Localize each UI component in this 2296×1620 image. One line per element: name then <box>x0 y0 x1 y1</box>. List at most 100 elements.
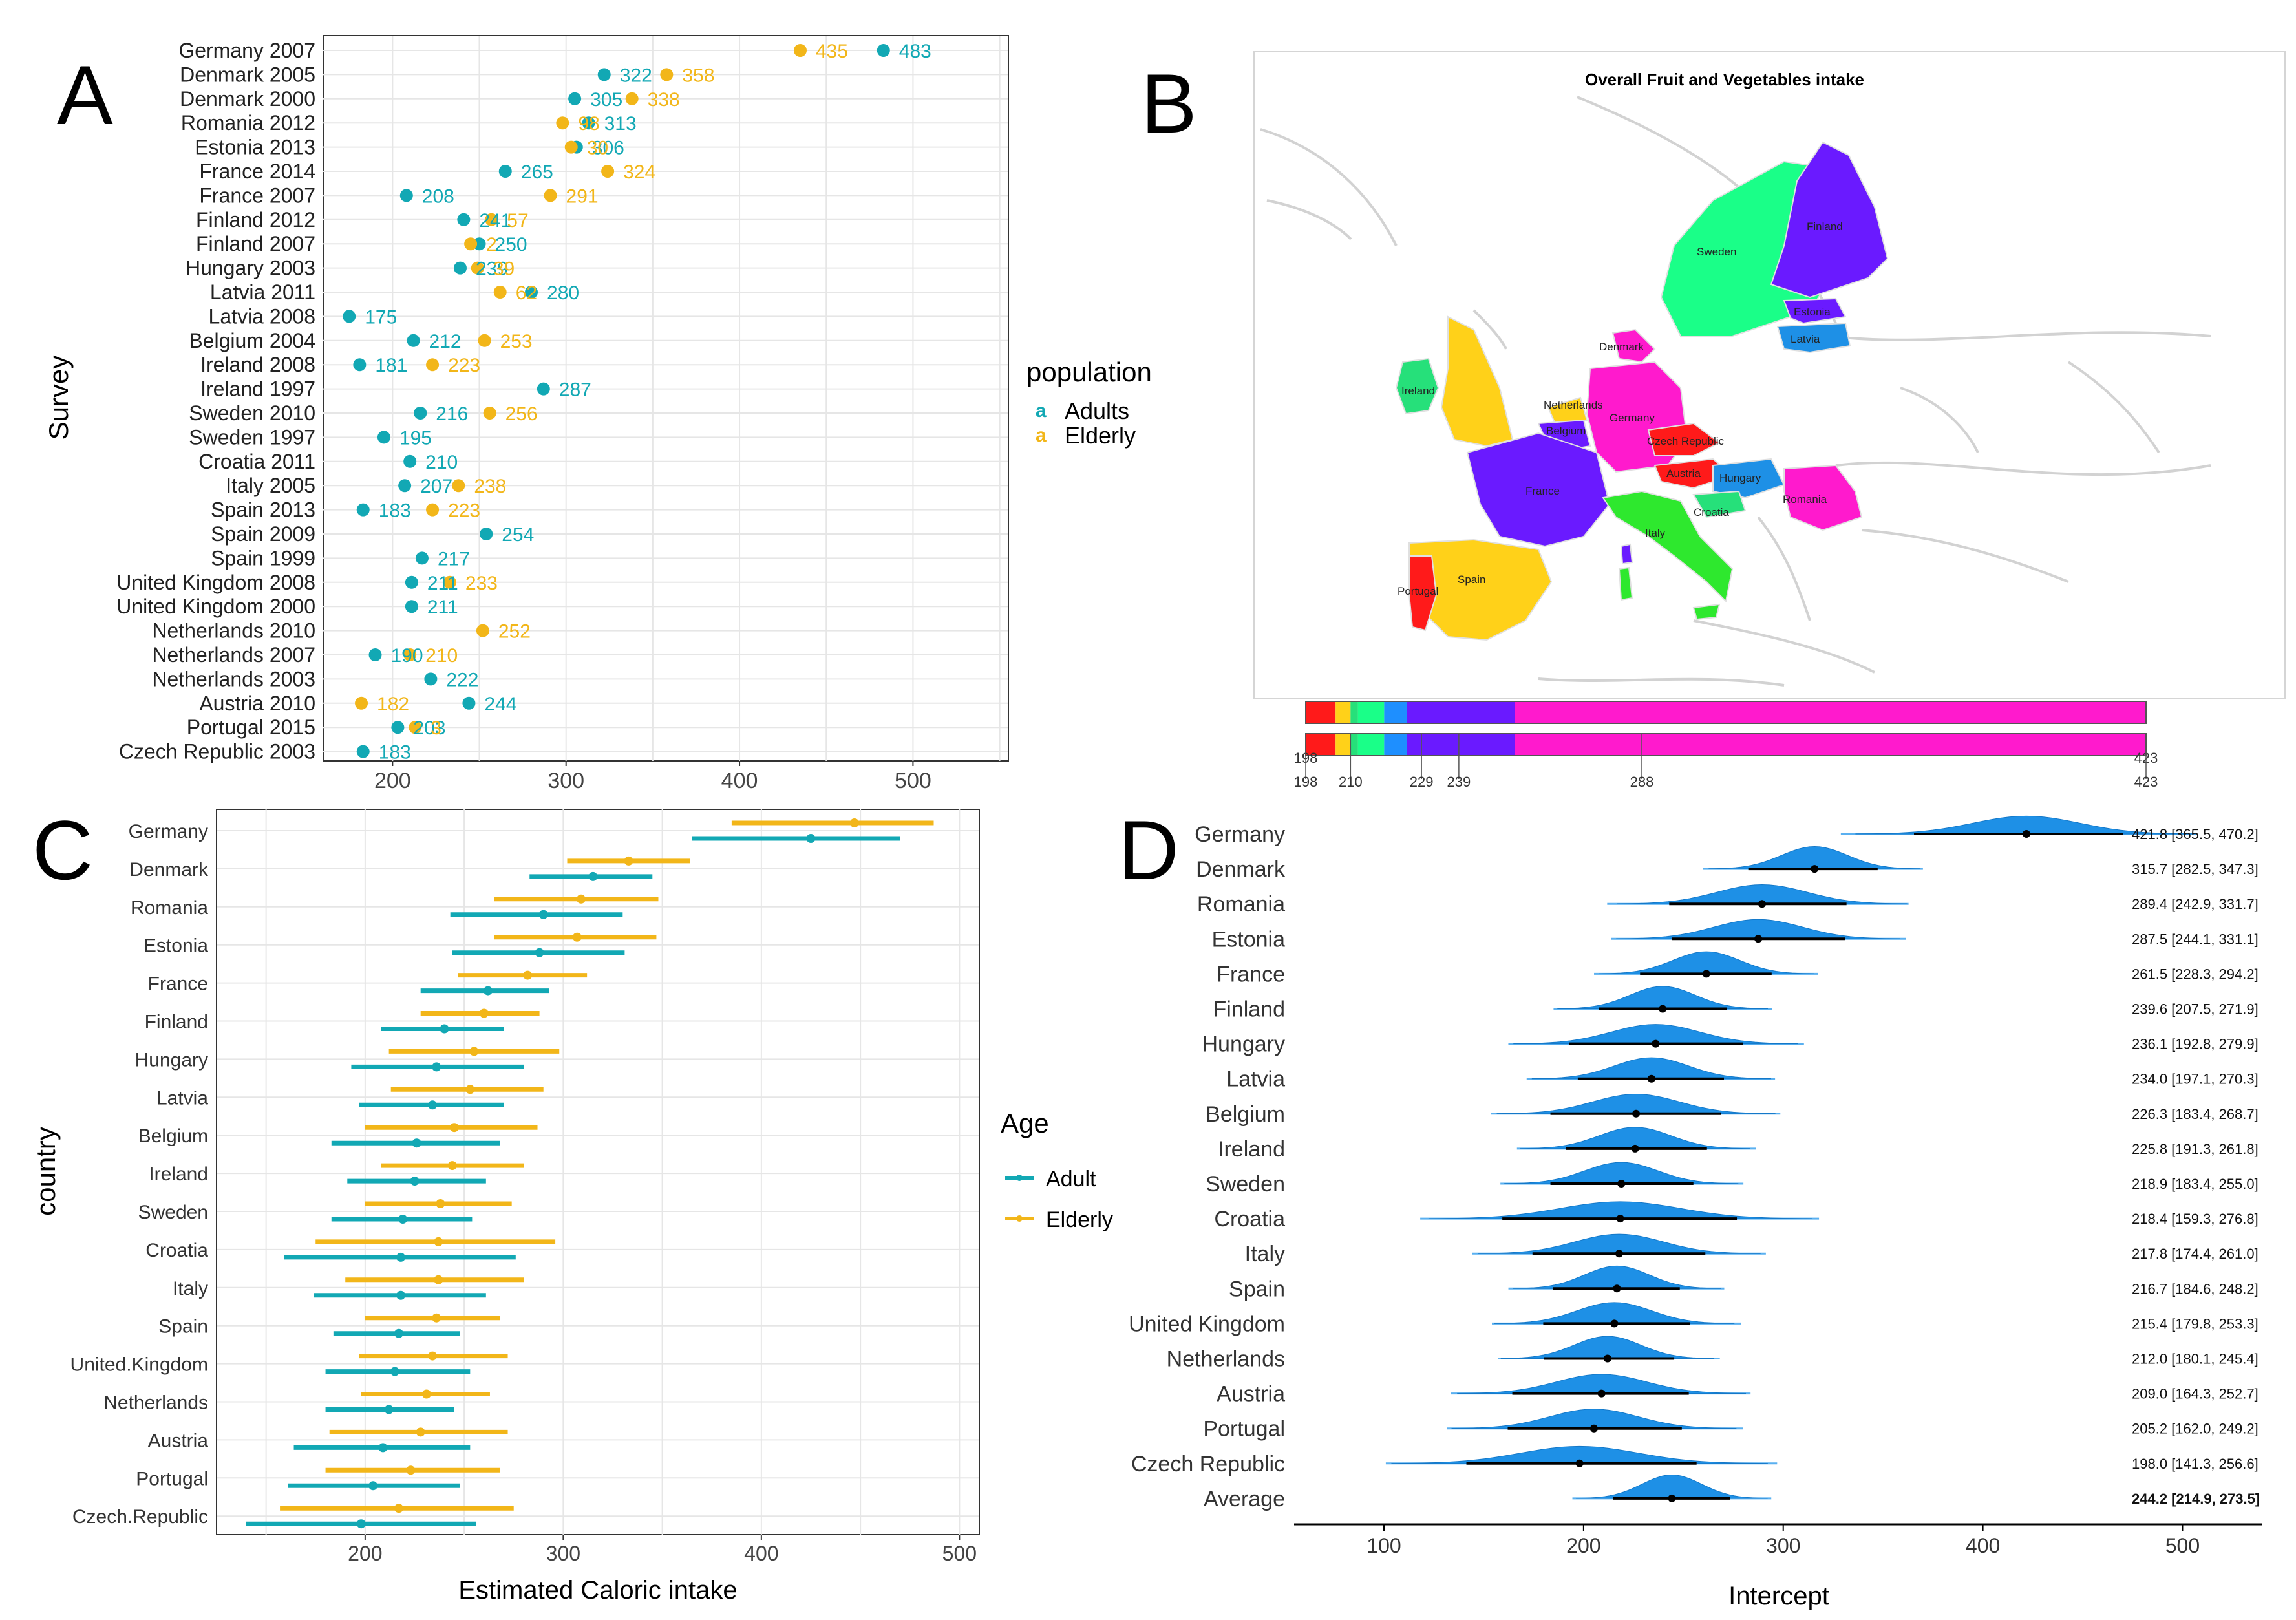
x-tick-label: 300 <box>547 769 584 793</box>
mean-point-elderly <box>421 1389 431 1399</box>
point-adults <box>582 116 595 130</box>
point-adults <box>407 334 420 347</box>
point-adults <box>356 503 370 517</box>
panel-a-y-axis-title: Survey <box>43 356 74 440</box>
mean-point-adult <box>396 1290 406 1300</box>
data-label-adults: 183 <box>379 742 411 763</box>
y-tick-label: Croatia 2011 <box>198 450 315 473</box>
y-tick-label: Portugal <box>1203 1417 1285 1442</box>
country-denmark <box>1611 328 1656 363</box>
scale-bar-outline <box>1305 701 2147 724</box>
panel-d-forest-plot: Germany 421.8 [365.5, 470.2] Denmark 315.7 … <box>1129 815 2262 1610</box>
point-elderly <box>625 92 639 105</box>
estimate-point <box>1617 1180 1626 1188</box>
y-tick-label: Spain <box>158 1316 208 1338</box>
panel-c-legend-title: Age <box>1001 1108 1049 1138</box>
map-label-romania: Romania <box>1783 493 1827 506</box>
estimate-label: 215.4 [179.8, 253.3] <box>2132 1316 2259 1332</box>
estimate-point <box>1632 1109 1641 1118</box>
data-label-adults: 207 <box>420 476 452 497</box>
mean-point-elderly <box>447 1161 457 1171</box>
y-tick-label: Ireland <box>149 1164 208 1185</box>
y-tick-label: Denmark 2000 <box>180 87 315 111</box>
y-tick-label: France <box>1217 962 1285 986</box>
panel-b-map: Overall Fruit and Vegetables intake <box>1253 51 2286 790</box>
scale-band <box>1515 701 2146 723</box>
y-tick-label: Denmark <box>1196 857 1286 882</box>
point-elderly <box>483 407 496 420</box>
posterior-density <box>1494 1302 1735 1324</box>
posterior-density <box>1520 1127 1750 1149</box>
country-croatia <box>1692 490 1747 518</box>
x-tick-label: 200 <box>1566 1534 1600 1557</box>
y-tick-label: Finland 2012 <box>196 208 315 231</box>
country-france <box>1466 432 1611 548</box>
y-tick-label: United.Kingdom <box>70 1354 208 1376</box>
posterior-density <box>1500 1336 1715 1359</box>
scale-band <box>1350 701 1358 723</box>
estimate-point <box>1631 1144 1639 1153</box>
y-tick-label: Ireland <box>1218 1137 1285 1162</box>
mean-point-adult <box>384 1405 394 1414</box>
data-label-elderly: 252 <box>498 621 531 643</box>
point-adults <box>537 382 550 396</box>
data-label-elderly: 182 <box>377 694 409 715</box>
mean-point-adult <box>398 1215 408 1224</box>
panel-label-b: B <box>1141 56 1197 151</box>
data-label-adults: 217 <box>438 548 470 570</box>
estimate-point <box>1668 1494 1676 1502</box>
mean-point-adult <box>412 1138 421 1148</box>
map-label-estonia: Estonia <box>1794 306 1831 318</box>
estimate-label: 212.0 [180.1, 245.4] <box>2132 1351 2259 1367</box>
posterior-density <box>1391 1445 1768 1464</box>
estimate-point <box>1575 1459 1584 1467</box>
mean-point-adult <box>394 1328 403 1338</box>
y-tick-label: Romania <box>1197 892 1285 917</box>
country-latvia <box>1776 322 1851 354</box>
estimate-label: 239.6 [207.5, 271.9] <box>2132 1001 2259 1018</box>
panel-c-legend-key-elderly-dot <box>1016 1215 1023 1222</box>
point-adults <box>462 696 476 710</box>
y-tick-label: Latvia 2011 <box>210 281 315 304</box>
mean-point-elderly <box>576 894 586 904</box>
mean-point-adult <box>806 834 816 843</box>
point-adults <box>414 407 427 420</box>
panel-c-legend: Age Adult Elderly <box>1001 1108 1113 1232</box>
point-elderly <box>601 165 615 178</box>
x-tick-label: 500 <box>895 769 931 793</box>
mean-point-elderly <box>479 1008 489 1018</box>
mean-point-elderly <box>416 1427 425 1437</box>
mean-point-elderly <box>624 856 633 866</box>
data-label-adults: 211 <box>427 597 458 618</box>
y-tick-label: Italy 2005 <box>226 474 315 497</box>
x-tick-label: 500 <box>942 1542 977 1565</box>
posterior-density <box>1616 919 1900 939</box>
scale-band <box>1335 734 1351 756</box>
data-label-adults: 195 <box>399 427 432 449</box>
panel-c-plot-background <box>216 809 980 1535</box>
mean-point-adult <box>368 1481 378 1491</box>
mean-point-adult <box>440 1024 449 1034</box>
x-tick-label: 300 <box>1766 1534 1800 1557</box>
point-adults <box>391 721 405 734</box>
panel-a-legend-title: population <box>1026 357 1152 387</box>
map-label-germany: Germany <box>1610 412 1655 424</box>
scale-band <box>1515 734 2146 756</box>
y-tick-label: Ireland 1997 <box>200 378 315 401</box>
point-adults <box>356 745 370 758</box>
y-tick-label: Ireland 2008 <box>200 353 315 376</box>
estimate-label: 209.0 [164.3, 252.7] <box>2132 1386 2259 1402</box>
map-label-hungary: Hungary <box>1719 472 1761 484</box>
scale-label-bottom: 198 <box>1294 774 1318 790</box>
y-tick-label: Finland <box>1213 997 1285 1022</box>
y-tick-label: Italy <box>1245 1242 1285 1266</box>
panel-c-errorbar-plot: Germany Denmark Romania Estonia France Finlan… <box>30 809 1113 1604</box>
y-tick-label: Austria 2010 <box>199 692 315 715</box>
estimate-label: 218.4 [159.3, 276.8] <box>2132 1211 2259 1227</box>
posterior-density <box>1855 815 2198 835</box>
estimate-point <box>1659 1005 1667 1013</box>
panel-d-marks <box>1385 815 2198 1502</box>
posterior-density <box>1496 1094 1776 1114</box>
scale-label-bottom: 423 <box>2134 774 2158 790</box>
